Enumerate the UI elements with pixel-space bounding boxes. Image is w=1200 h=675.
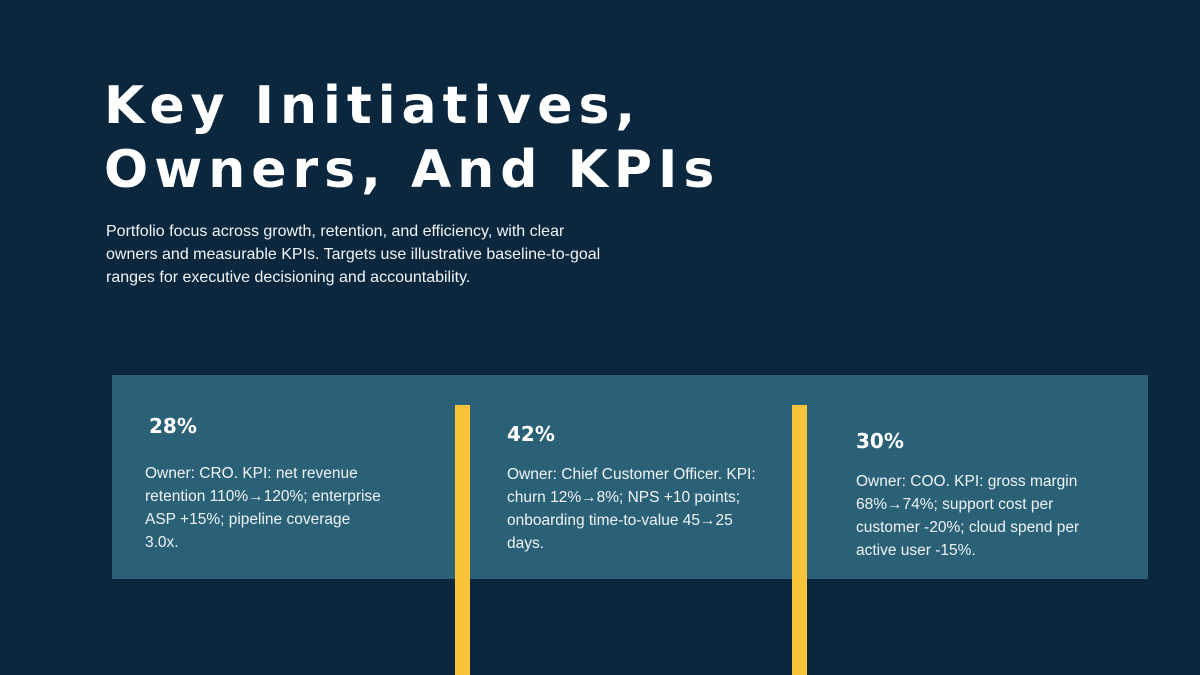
initiative-description: Owner: Chief Customer Officer. KPI: chur… (507, 466, 756, 552)
initiative-percent: 42% (507, 422, 555, 446)
accent-divider-2 (792, 405, 807, 675)
initiative-card-efficiency: 30% Owner: COO. KPI: gross margin 68%→74… (856, 429, 1096, 562)
initiative-card-retention: 42% Owner: Chief Customer Officer. KPI: … (507, 422, 756, 555)
initiative-percent: 30% (856, 429, 904, 453)
initiative-percent: 28% (149, 414, 197, 438)
initiative-description: Owner: CRO. KPI: net revenue retention 1… (145, 465, 381, 551)
title-line-1: Key Initiatives, (104, 76, 642, 136)
title-line-2: Owners, And KPIs (104, 140, 721, 200)
initiative-card-growth: 28% Owner: CRO. KPI: net revenue retenti… (145, 414, 385, 554)
initiatives-panel (112, 375, 1148, 579)
initiative-description: Owner: COO. KPI: gross margin 68%→74%; s… (856, 473, 1080, 559)
accent-divider-1 (455, 405, 470, 675)
page-subtitle: Portfolio focus across growth, retention… (106, 223, 601, 286)
page-title: Key Initiatives, Owners, And KPIs (104, 74, 720, 202)
